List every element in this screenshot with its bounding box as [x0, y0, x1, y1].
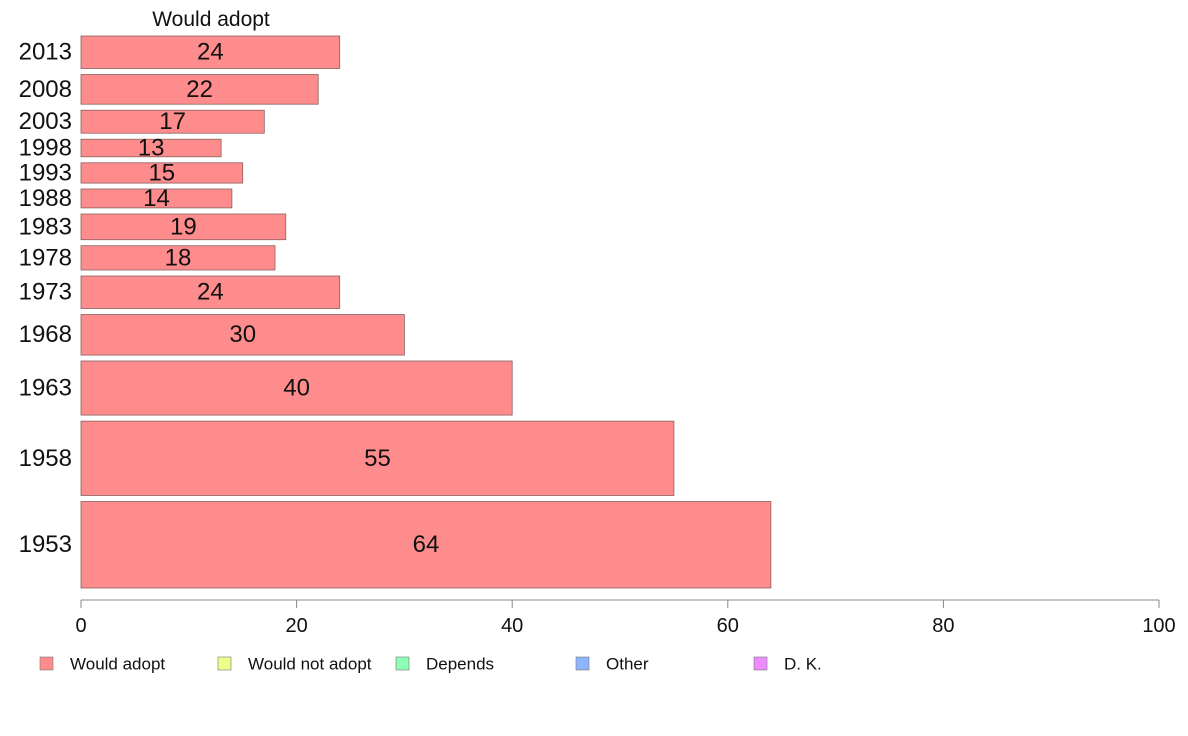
bar-value-label: 40 [283, 375, 310, 402]
bar-value-label: 14 [143, 185, 170, 212]
bar-value-label: 22 [186, 76, 213, 103]
bar-1993 [80, 162, 244, 184]
legend-swatch [575, 656, 590, 671]
x-tick-label: 80 [932, 615, 954, 637]
y-tick-label: 1958 [19, 445, 72, 472]
bar-value-label: 30 [229, 321, 256, 348]
x-tick-label: 100 [1142, 615, 1175, 637]
bar-1963 [80, 360, 513, 416]
legend-label: Would adopt [70, 655, 165, 674]
y-tick-label: 1968 [19, 321, 72, 348]
bar-1968 [80, 314, 405, 356]
y-tick-label: 1953 [19, 531, 72, 558]
y-tick-label: 2003 [19, 108, 72, 135]
y-tick-label: 1998 [19, 135, 72, 162]
bar-group: 24 2013 22 2008 17 2003 13 1998 15 1993 14 1988 19 19… [19, 35, 772, 589]
legend-label: Other [606, 655, 649, 674]
legend: Would adopt Would not adopt Depends Other D.… [39, 655, 822, 674]
chart-title: Would adopt [152, 8, 270, 31]
legend-swatch [39, 656, 54, 671]
bar-value-label: 55 [364, 445, 391, 472]
y-tick-label: 1983 [19, 213, 72, 240]
x-tick-label: 20 [285, 615, 307, 637]
y-tick-label: 1973 [19, 279, 72, 306]
bar-value-label: 17 [159, 108, 186, 135]
bar-1988 [80, 188, 233, 209]
y-tick-label: 2008 [19, 76, 72, 103]
y-tick-label: 1993 [19, 159, 72, 186]
legend-swatch [753, 656, 768, 671]
bar-2008 [80, 74, 319, 105]
legend-swatch [395, 656, 410, 671]
legend-swatch [217, 656, 232, 671]
y-tick-label: 2013 [19, 39, 72, 66]
y-tick-label: 1988 [19, 185, 72, 212]
bar-1978 [80, 245, 276, 271]
x-axis: 0 20 40 60 80 100 [75, 599, 1176, 637]
bar-value-label: 19 [170, 213, 197, 240]
legend-label: D. K. [784, 655, 822, 674]
bar-1973 [80, 275, 341, 309]
bar-value-label: 24 [197, 279, 224, 306]
x-tick-label: 40 [501, 615, 523, 637]
x-tick-label: 0 [75, 615, 86, 637]
bar-2003 [80, 109, 265, 134]
bar-value-label: 18 [165, 244, 192, 271]
bar-2013 [80, 35, 341, 69]
bar-1958 [80, 420, 675, 496]
x-tick-label: 60 [717, 615, 739, 637]
y-tick-label: 1978 [19, 244, 72, 271]
y-tick-label: 1963 [19, 375, 72, 402]
bar-1983 [80, 213, 287, 241]
bar-value-label: 64 [413, 531, 440, 558]
bar-1998 [80, 138, 222, 158]
bar-value-label: 24 [197, 39, 224, 66]
legend-label: Would not adopt [248, 655, 372, 674]
bar-1953 [80, 501, 772, 589]
bar-value-label: 15 [148, 159, 175, 186]
legend-label: Depends [426, 655, 494, 674]
bar-value-label: 13 [138, 135, 165, 162]
